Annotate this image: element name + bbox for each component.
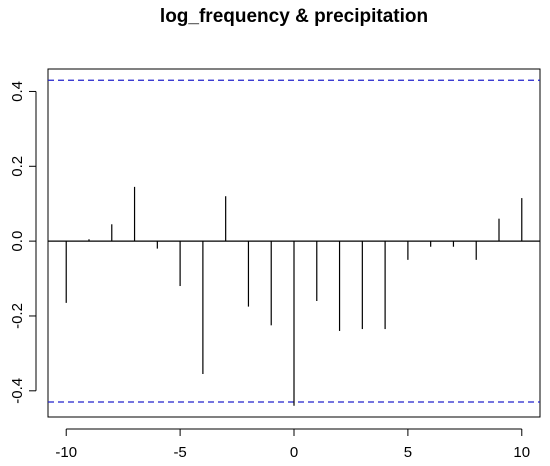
y-tick-label: -0.2 [9, 303, 26, 329]
y-tick-label: -0.4 [9, 378, 26, 404]
chart-title: log_frequency & precipitation [160, 6, 428, 27]
x-tick-label: -5 [173, 444, 186, 461]
y-axis: -0.4 -0.2 0.0 0.2 0.4 [9, 81, 37, 404]
x-axis: -10 -5 0 5 10 [55, 428, 530, 461]
y-tick-label: 0.2 [9, 156, 26, 177]
x-tick-label: 10 [513, 444, 530, 461]
y-tick-label: 0.4 [9, 81, 26, 102]
x-tick-label: -10 [55, 444, 77, 461]
y-tick-label: 0.0 [9, 231, 26, 252]
x-tick-label: 5 [404, 444, 412, 461]
x-tick-label: 0 [290, 444, 298, 461]
plot-frame [47, 68, 541, 418]
plot-area [48, 79, 540, 406]
